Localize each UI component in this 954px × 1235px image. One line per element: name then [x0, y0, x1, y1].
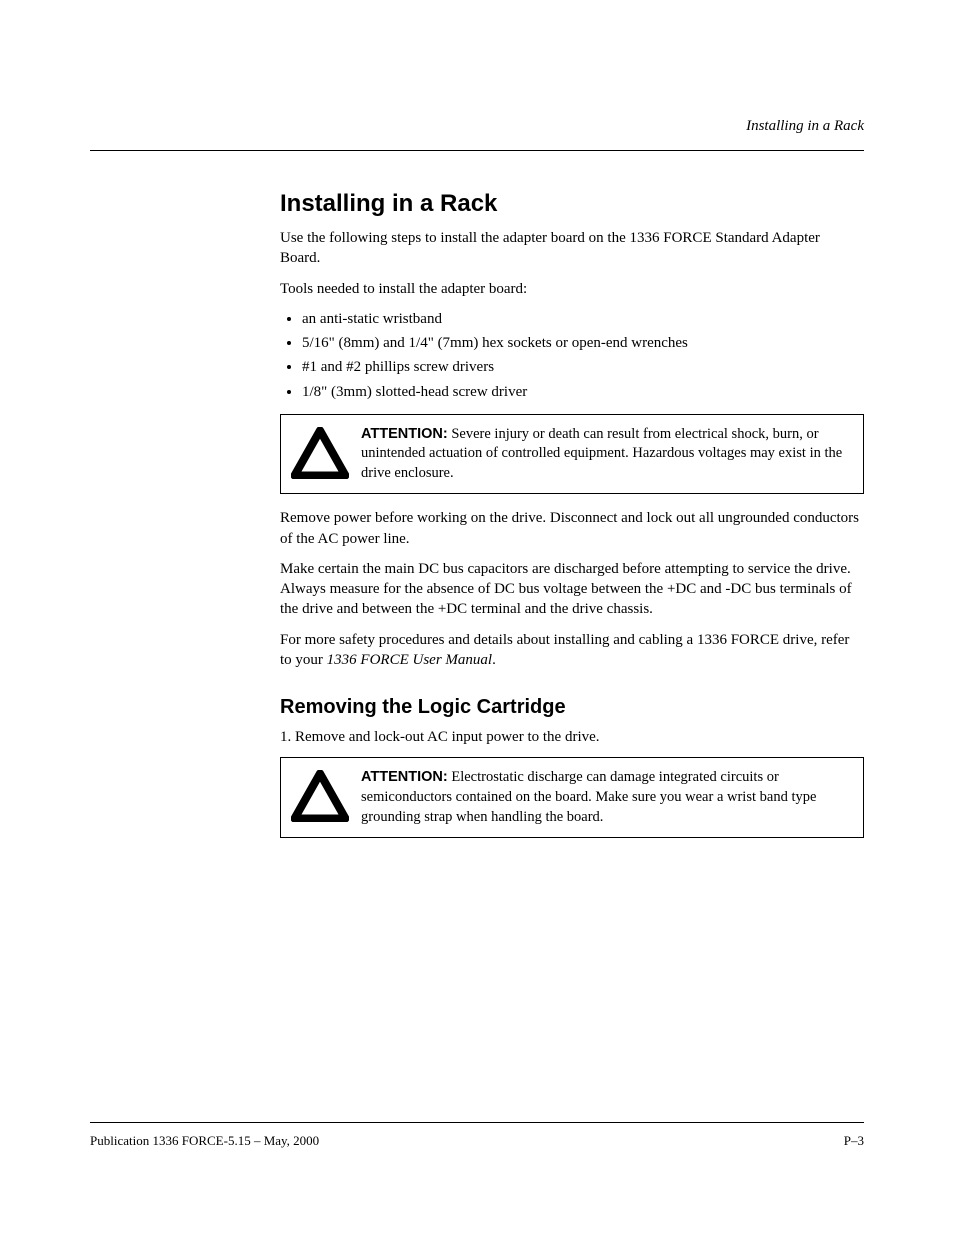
- footer-right: P–3: [844, 1133, 864, 1149]
- running-head: Installing in a Rack: [746, 118, 864, 135]
- rule-bottom: [90, 1122, 864, 1123]
- tools-heading: Tools needed to install the adapter boar…: [280, 279, 864, 299]
- callout-label: ATTENTION:: [361, 426, 448, 442]
- paragraph: For more safety procedures and details a…: [280, 630, 864, 671]
- main-content: Installing in a Rack Use the following s…: [280, 190, 864, 852]
- paragraph: Make certain the main DC bus capacitors …: [280, 559, 864, 620]
- list-item: 1/8" (3mm) slotted-head screw driver: [302, 382, 864, 402]
- text: .: [492, 652, 496, 668]
- list-item: an anti-static wristband: [302, 309, 864, 329]
- subsection-title: Removing the Logic Cartridge: [280, 696, 864, 719]
- warning-triangle-icon: [291, 427, 349, 479]
- callout-text: ATTENTION: Electrostatic discharge can d…: [361, 768, 849, 827]
- rule-top: [90, 150, 864, 151]
- attention-callout-1: ATTENTION: Severe injury or death can re…: [280, 414, 864, 495]
- page-footer: Publication 1336 FORCE-5.15 – May, 2000 …: [90, 1133, 864, 1149]
- step-1: 1. Remove and lock-out AC input power to…: [280, 727, 864, 747]
- warning-triangle-icon: [291, 770, 349, 822]
- intro-paragraph: Use the following steps to install the a…: [280, 228, 864, 269]
- footer-left: Publication 1336 FORCE-5.15 – May, 2000: [90, 1133, 319, 1149]
- section-title: Installing in a Rack: [280, 190, 864, 218]
- manual-title: 1336 FORCE User Manual: [327, 652, 492, 668]
- list-item: 5/16" (8mm) and 1/4" (7mm) hex sockets o…: [302, 333, 864, 353]
- list-item: #1 and #2 phillips screw drivers: [302, 357, 864, 377]
- tools-list: an anti-static wristband 5/16" (8mm) and…: [280, 309, 864, 402]
- callout-label: ATTENTION:: [361, 769, 448, 785]
- attention-callout-2: ATTENTION: Electrostatic discharge can d…: [280, 757, 864, 838]
- page: Installing in a Rack Installing in a Rac…: [0, 0, 954, 1235]
- callout-text: ATTENTION: Severe injury or death can re…: [361, 425, 849, 484]
- paragraph: Remove power before working on the drive…: [280, 508, 864, 549]
